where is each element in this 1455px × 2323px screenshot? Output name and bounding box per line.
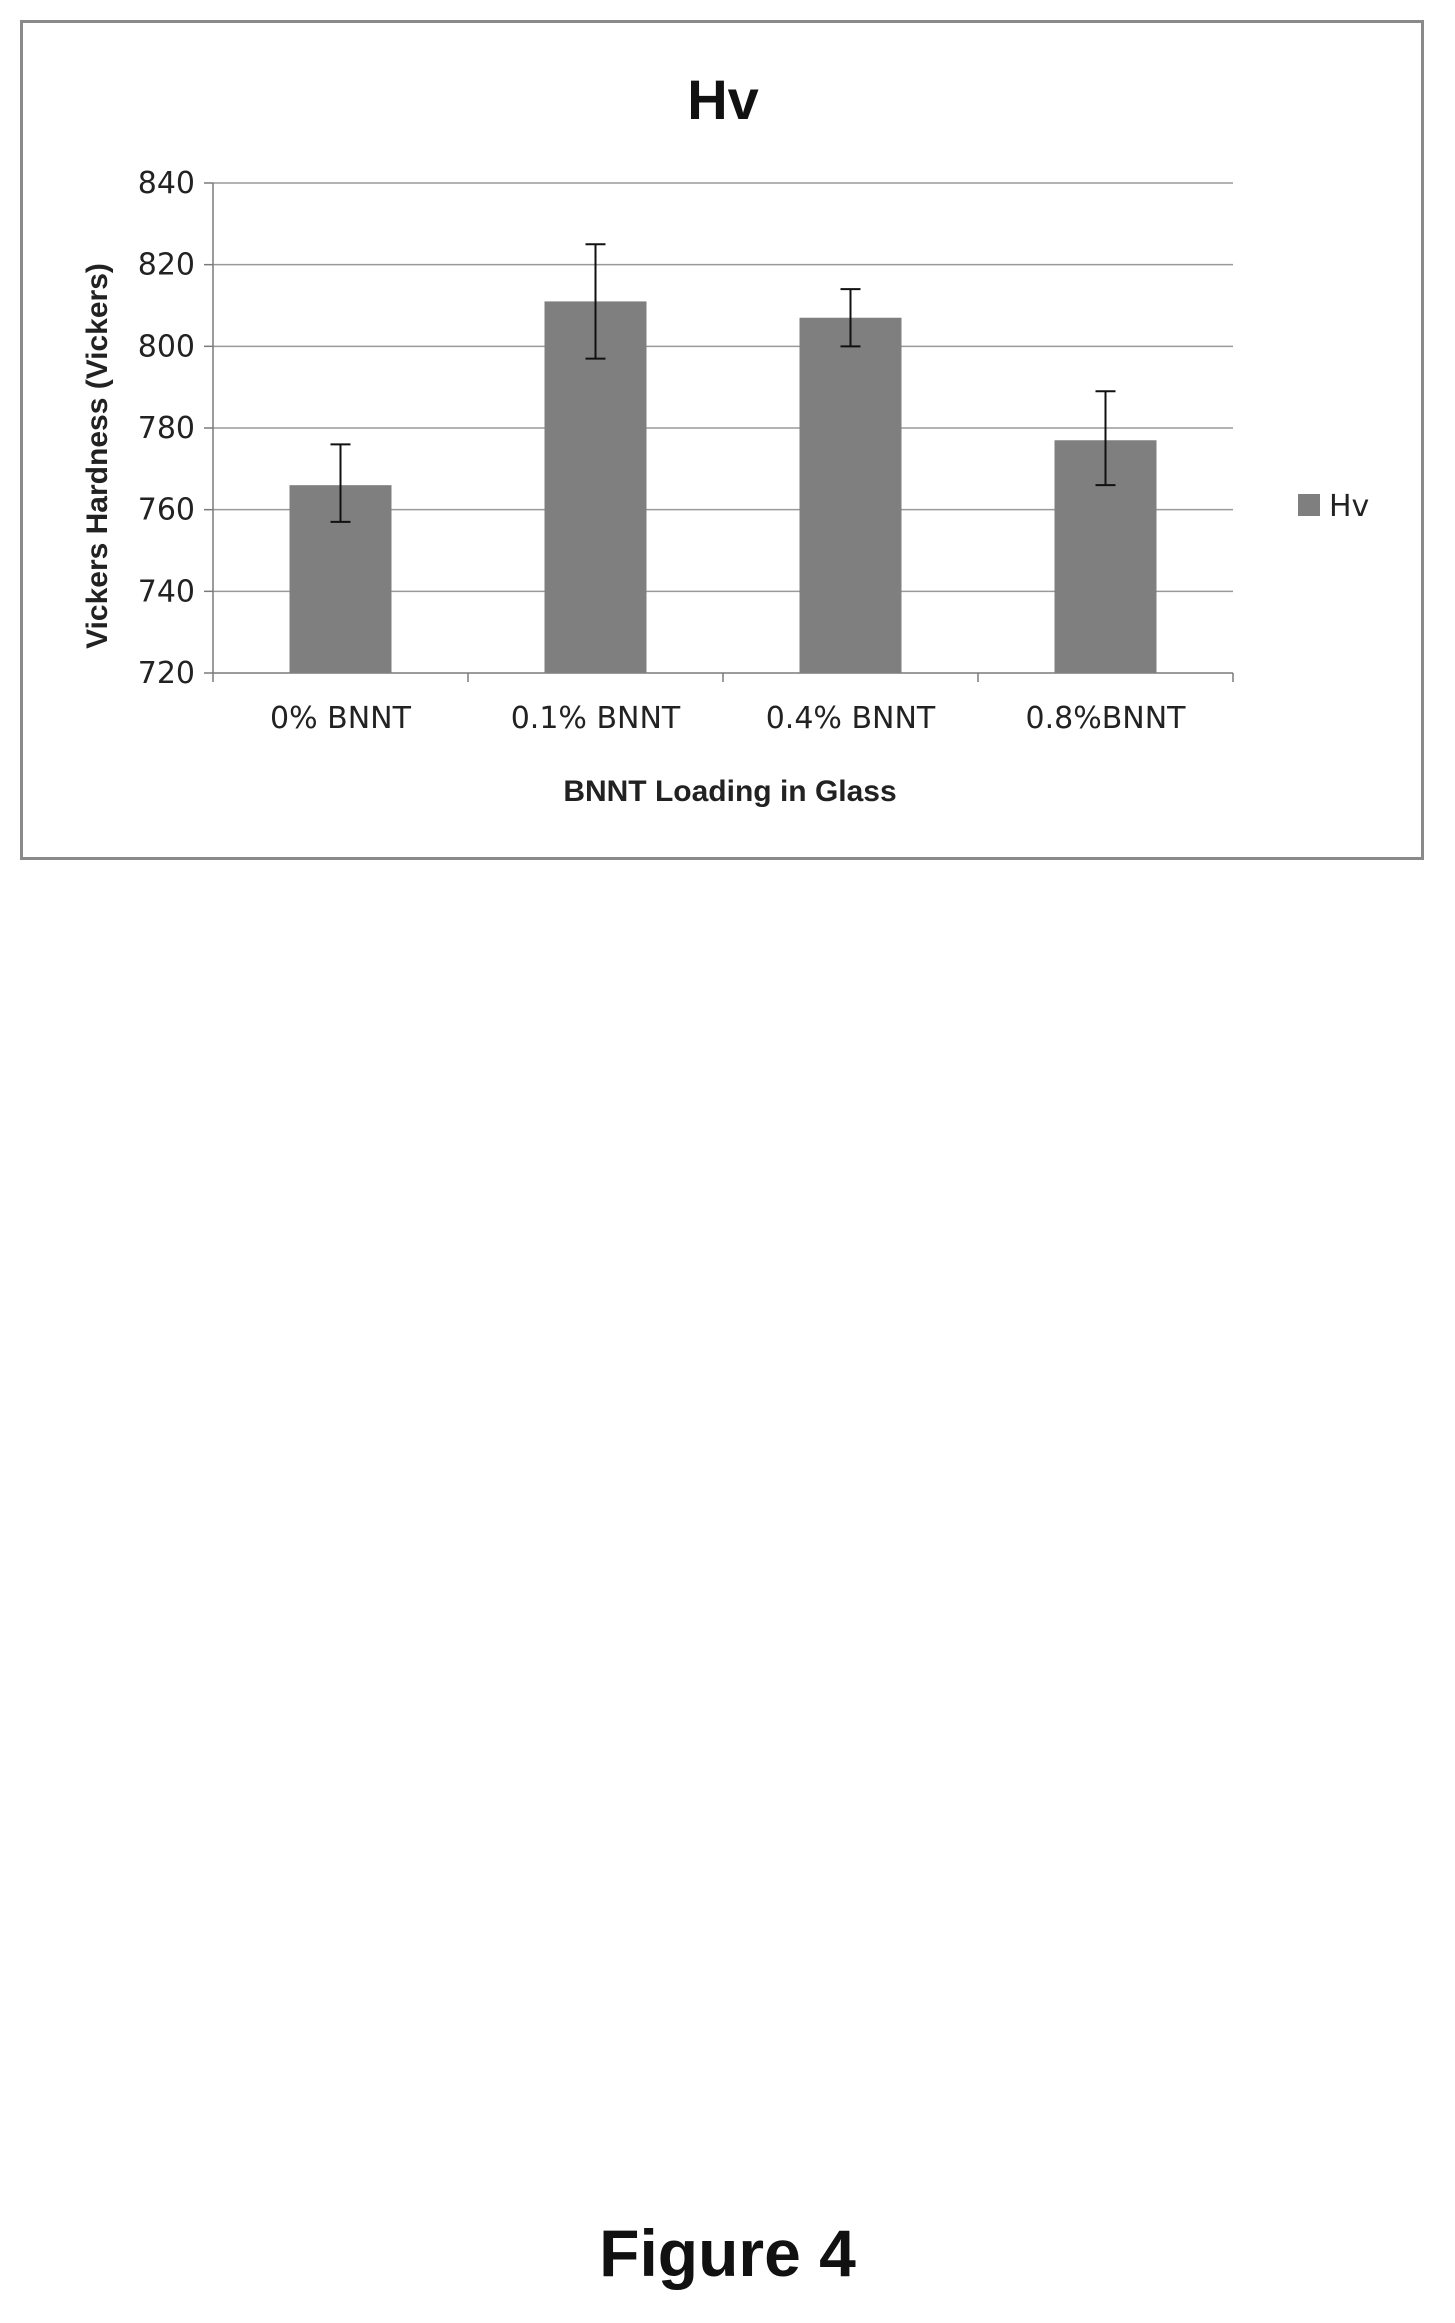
y-tick-label: 720: [138, 656, 195, 691]
bar-3: [799, 317, 902, 673]
x-tick-label: 0.8%BNNT: [1025, 701, 1186, 736]
chart-frame: Hv 720 740 760 780 800 820 840 0% BNNT 0.1% BNN…: [20, 20, 1424, 860]
y-tick-label: 800: [138, 329, 195, 364]
legend: Hv: [1298, 489, 1369, 524]
legend-swatch-hv: [1298, 494, 1320, 516]
error-bar-1: [330, 443, 351, 523]
x-tick-label: 0.4% BNNT: [766, 701, 936, 736]
y-tick-labels: 720 740 760 780 800 820 840: [138, 166, 195, 691]
error-bars: [330, 243, 1116, 523]
x-axis-title: BNNT Loading in Glass: [563, 775, 896, 808]
x-tick-label: 0.1% BNNT: [511, 701, 681, 736]
legend-label-hv: Hv: [1329, 489, 1369, 524]
error-bar-2: [585, 243, 606, 360]
y-tick-label: 780: [138, 411, 195, 446]
y-tick-label: 760: [138, 493, 195, 528]
bar-2: [544, 301, 647, 673]
x-tick-label: 0% BNNT: [270, 701, 412, 736]
x-tick-labels: 0% BNNT 0.1% BNNT 0.4% BNNT 0.8%BNNT: [270, 701, 1186, 736]
bars: [289, 301, 1157, 673]
y-tick-label: 740: [138, 574, 195, 609]
y-axis-title: Vickers Hardness (Vickers): [81, 263, 114, 649]
figure-caption: Figure 4: [599, 2216, 856, 2290]
y-tick-label: 840: [138, 166, 195, 201]
error-bar-3: [840, 288, 861, 348]
y-tick-label: 820: [138, 248, 195, 283]
chart-title: Hv: [687, 68, 759, 131]
error-bar-4: [1095, 390, 1116, 487]
hardness-bar-chart: Hv 720 740 760 780 800 820 840 0% BNNT 0.1% BNN…: [81, 68, 1369, 808]
